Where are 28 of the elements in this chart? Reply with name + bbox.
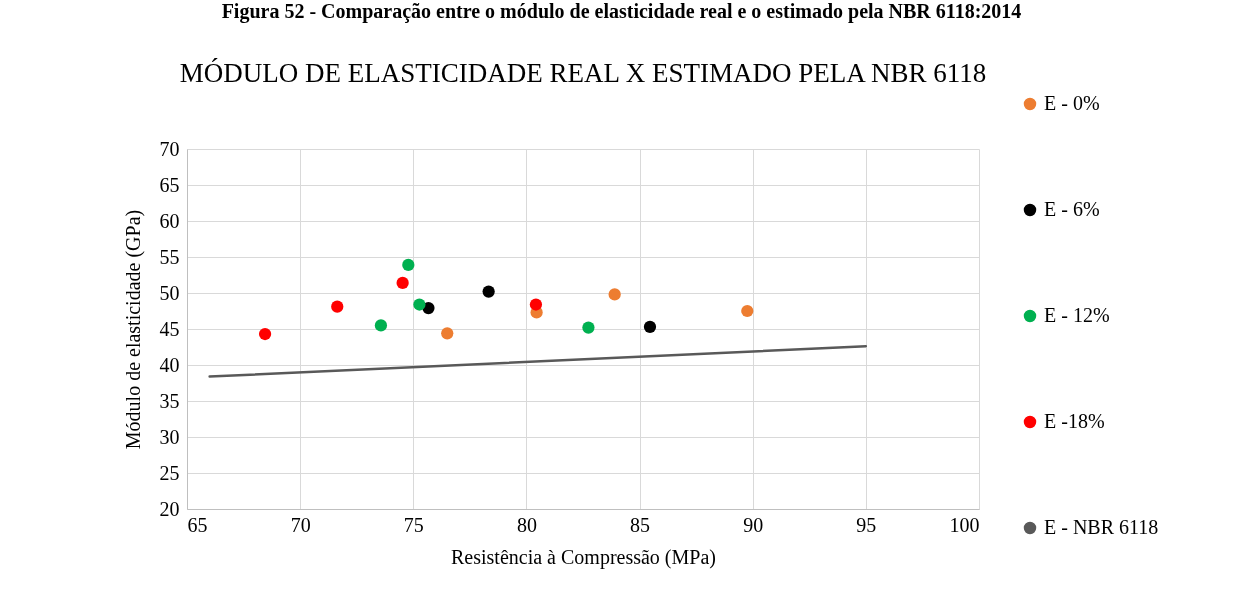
text: Figura 52 - Comparação entre o módulo de elasticidade real e o estimado pela NBR 6118:2014 bbox=[220, 0, 1023, 23]
y-axis-title: Módulo de elasticidade (GPa) bbox=[121, 209, 145, 450]
y-tick-label: 45 bbox=[159, 317, 180, 340]
legend-label: E - NBR 6118 bbox=[1044, 516, 1159, 538]
legend-label: E - 6% bbox=[1044, 198, 1100, 220]
y-tick-label: 35 bbox=[159, 389, 180, 412]
legend-label: E - 0% bbox=[1044, 92, 1100, 114]
y-tick-label: 40 bbox=[159, 353, 180, 376]
x-tick-label: 85 bbox=[630, 513, 651, 536]
x-tick-label: 75 bbox=[403, 513, 424, 536]
legend-label: E -18% bbox=[1044, 410, 1105, 432]
x-tick-label: 100 bbox=[949, 513, 980, 536]
y-tick-label: 60 bbox=[159, 209, 180, 232]
y-tick-label: 70 bbox=[159, 137, 180, 160]
x-axis-title: Resistência à Compressão (MPa) bbox=[451, 545, 716, 569]
y-tick-label: 65 bbox=[159, 173, 180, 196]
y-tick-label: 25 bbox=[159, 461, 180, 484]
x-tick-label: 65 bbox=[187, 513, 208, 536]
y-tick-label: 30 bbox=[159, 425, 180, 448]
x-tick-label: 90 bbox=[743, 513, 764, 536]
y-tick-label: 20 bbox=[159, 497, 180, 520]
chart-title: MÓDULO DE ELASTICIDADE REAL X ESTIMADO PELA NBR 6118 bbox=[179, 58, 987, 88]
x-tick-label: 95 bbox=[856, 513, 877, 536]
x-tick-label: 80 bbox=[516, 513, 537, 536]
x-tick-label: 70 bbox=[290, 513, 311, 536]
legend-label: E - 12% bbox=[1044, 304, 1110, 326]
y-tick-label: 50 bbox=[159, 281, 180, 304]
y-tick-label: 55 bbox=[159, 245, 180, 268]
